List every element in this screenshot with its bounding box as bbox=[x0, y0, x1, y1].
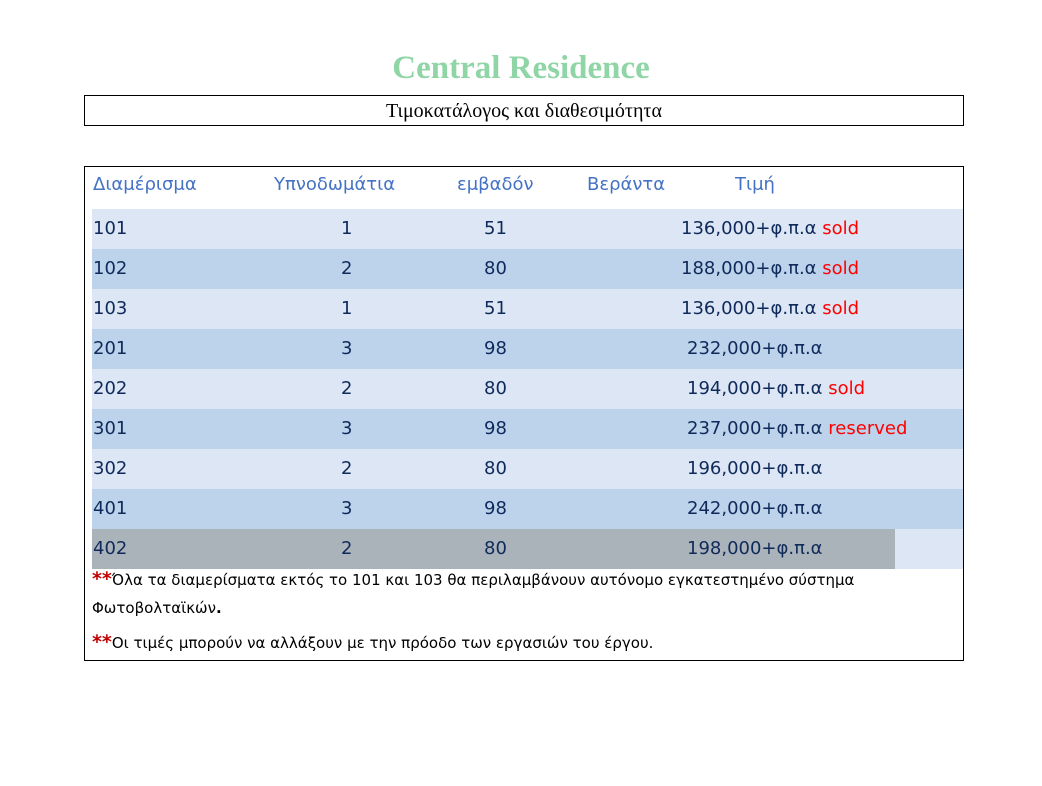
price-value: 198,000+φ.π.α bbox=[687, 538, 823, 559]
bedrooms-cell: 1 bbox=[341, 298, 353, 319]
table-row: 102 2 80 188,000+φ.π.α sold bbox=[92, 249, 963, 289]
price-value: 194,000+φ.π.α bbox=[687, 378, 823, 399]
unit-cell: 402 bbox=[93, 538, 128, 559]
footnote-1-continued: Φωτοβολταϊκών. bbox=[92, 599, 222, 617]
table-row: 302 2 80 196,000+φ.π.α bbox=[92, 449, 963, 489]
bedrooms-cell: 1 bbox=[341, 218, 353, 239]
bedrooms-cell: 2 bbox=[341, 538, 353, 559]
footnote-1: **Όλα τα διαμερίσματα εκτός το 101 και 1… bbox=[92, 568, 854, 590]
price-cell: 196,000+φ.π.α bbox=[687, 449, 823, 489]
bedrooms-cell: 3 bbox=[341, 498, 353, 519]
price-cell: 232,000+φ.π.α bbox=[687, 329, 823, 369]
table-row: 201 3 98 232,000+φ.π.α bbox=[92, 329, 963, 369]
unit-cell: 301 bbox=[93, 418, 128, 439]
header-apartment: Διαμέρισμα bbox=[93, 174, 197, 195]
bedrooms-cell: 3 bbox=[341, 338, 353, 359]
price-value: 237,000+φ.π.α bbox=[687, 418, 823, 439]
area-cell: 51 bbox=[484, 298, 507, 319]
area-cell: 98 bbox=[484, 498, 507, 519]
unit-cell: 101 bbox=[93, 218, 128, 239]
price-cell: 188,000+φ.π.α sold bbox=[681, 249, 859, 289]
status-label: sold bbox=[822, 218, 860, 239]
area-cell: 98 bbox=[484, 338, 507, 359]
area-cell: 80 bbox=[484, 458, 507, 479]
price-cell: 198,000+φ.π.α bbox=[687, 529, 823, 569]
price-value: 232,000+φ.π.α bbox=[687, 338, 823, 359]
bedrooms-cell: 3 bbox=[341, 418, 353, 439]
bedrooms-cell: 2 bbox=[341, 378, 353, 399]
table-row: 101 1 51 136,000+φ.π.α sold bbox=[92, 209, 963, 249]
header-price: Τιμή bbox=[735, 174, 775, 195]
header-veranda: Βεράντα bbox=[587, 174, 666, 195]
price-value: 188,000+φ.π.α bbox=[681, 258, 817, 279]
price-cell: 136,000+φ.π.α sold bbox=[681, 209, 859, 249]
footnote-2: **Οι τιμές μπορούν να αλλάξουν με την πρ… bbox=[92, 631, 653, 653]
table-row: 301 3 98 237,000+φ.π.α reserved bbox=[92, 409, 963, 449]
footnote-text: Όλα τα διαμερίσματα εκτός το 101 και 103… bbox=[111, 571, 855, 589]
header-area: εμβαδόν bbox=[457, 174, 534, 195]
price-value: 136,000+φ.π.α bbox=[681, 298, 817, 319]
price-value: 136,000+φ.π.α bbox=[681, 218, 817, 239]
table-header-row: Διαμέρισμα Υπνοδωμάτια εμβαδόν Βεράντα Τ… bbox=[92, 167, 963, 205]
status-label: sold bbox=[822, 258, 860, 279]
bedrooms-cell: 2 bbox=[341, 258, 353, 279]
price-cell: 242,000+φ.π.α bbox=[687, 489, 823, 529]
area-cell: 80 bbox=[484, 538, 507, 559]
unit-cell: 201 bbox=[93, 338, 128, 359]
price-value: 196,000+φ.π.α bbox=[687, 458, 823, 479]
page-title: Central Residence bbox=[392, 50, 650, 86]
unit-cell: 302 bbox=[93, 458, 128, 479]
bedrooms-cell: 2 bbox=[341, 458, 353, 479]
price-cell: 194,000+φ.π.α sold bbox=[687, 369, 865, 409]
price-cell: 237,000+φ.π.α reserved bbox=[687, 409, 907, 449]
unit-cell: 401 bbox=[93, 498, 128, 519]
footnote-text: Φωτοβολταϊκών bbox=[92, 599, 216, 617]
price-cell: 136,000+φ.π.α sold bbox=[681, 289, 859, 329]
area-cell: 51 bbox=[484, 218, 507, 239]
price-table: Διαμέρισμα Υπνοδωμάτια εμβαδόν Βεράντα Τ… bbox=[84, 166, 964, 661]
table-row: 401 3 98 242,000+φ.π.α bbox=[92, 489, 963, 529]
price-value: 242,000+φ.π.α bbox=[687, 498, 823, 519]
table-row: 202 2 80 194,000+φ.π.α sold bbox=[92, 369, 963, 409]
status-label: sold bbox=[822, 298, 860, 319]
area-cell: 80 bbox=[484, 258, 507, 279]
table-row: 103 1 51 136,000+φ.π.α sold bbox=[92, 289, 963, 329]
status-label: reserved bbox=[828, 418, 908, 439]
table-row-highlighted: 402 2 80 198,000+φ.π.α bbox=[92, 529, 963, 569]
footnote-marker: ** bbox=[92, 568, 112, 590]
unit-cell: 102 bbox=[93, 258, 128, 279]
status-label: sold bbox=[828, 378, 866, 399]
footnote-marker: ** bbox=[92, 631, 112, 653]
footnote-period: . bbox=[215, 599, 222, 617]
footnote-text: Οι τιμές μπορούν να αλλάξουν με την πρόο… bbox=[111, 634, 654, 652]
area-cell: 98 bbox=[484, 418, 507, 439]
area-cell: 80 bbox=[484, 378, 507, 399]
subtitle-box: Τιμοκατάλογος και διαθεσιμότητα bbox=[84, 95, 964, 126]
unit-cell: 202 bbox=[93, 378, 128, 399]
unit-cell: 103 bbox=[93, 298, 128, 319]
row-highlight bbox=[92, 529, 895, 569]
header-bedrooms: Υπνοδωμάτια bbox=[274, 174, 396, 195]
